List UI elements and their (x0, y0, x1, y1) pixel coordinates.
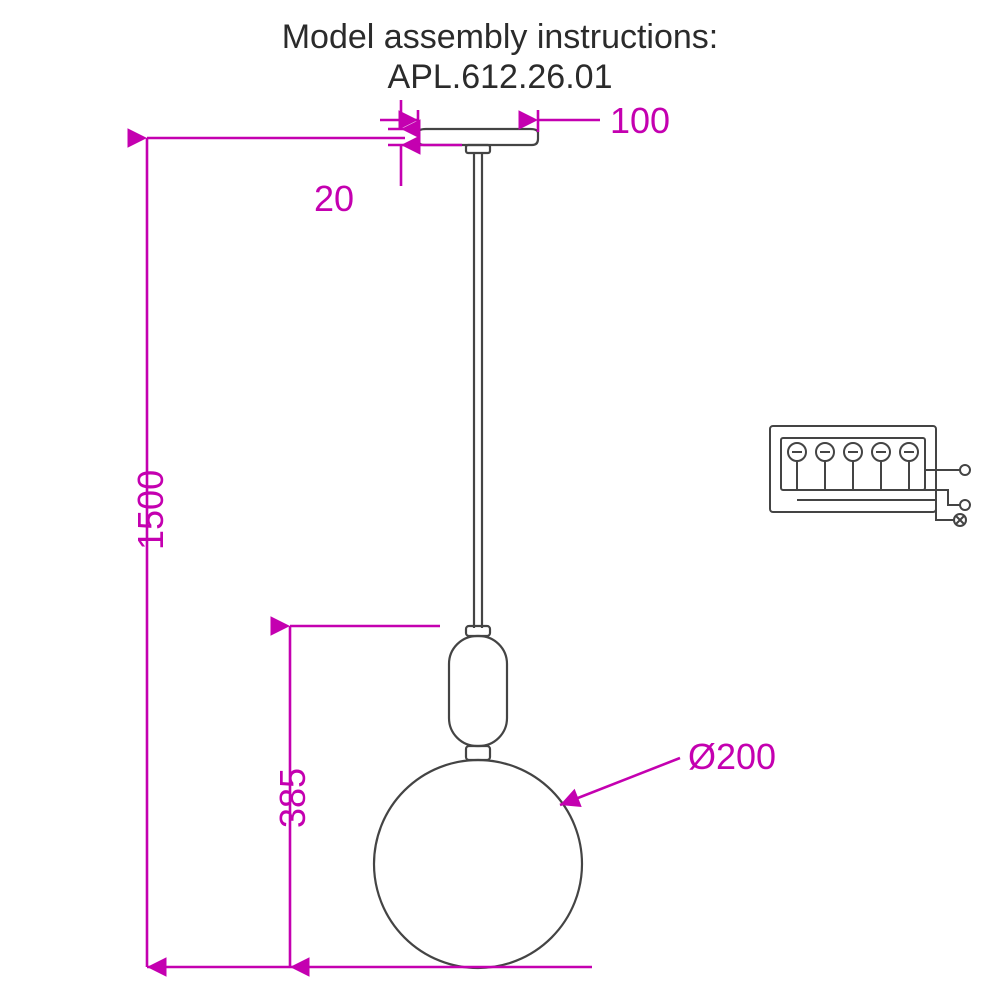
canopy-collar (466, 145, 490, 153)
socket-neck (466, 746, 490, 760)
terminals (788, 443, 918, 490)
dim-dia-leader (560, 758, 680, 805)
dim-label-20: 20 (314, 178, 354, 220)
socket-body (449, 636, 507, 746)
terminal-block-diagram (770, 426, 970, 526)
globe (374, 760, 582, 968)
pendant-lamp-outline (374, 129, 582, 968)
socket-top-cap (466, 626, 490, 636)
dim-label-385: 385 (272, 768, 314, 828)
dimension-lines (147, 100, 680, 967)
dim-label-diameter: Ø200 (688, 736, 776, 778)
dim-label-100: 100 (610, 100, 670, 142)
dim-label-1500: 1500 (130, 470, 172, 550)
diagram-canvas: Model assembly instructions: APL.612.26.… (0, 0, 1000, 1000)
canopy (418, 129, 538, 145)
